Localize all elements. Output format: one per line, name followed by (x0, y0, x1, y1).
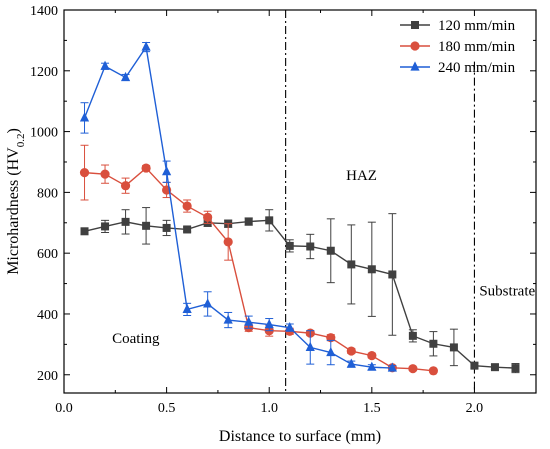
x-tick-label: 0.0 (55, 401, 73, 416)
y-tick-label: 200 (37, 369, 58, 384)
data-point-circle (182, 201, 192, 211)
y-axis-title-main: Microhardness (HV (5, 147, 22, 275)
series-triangle (79, 41, 397, 372)
data-point-circle (408, 364, 418, 374)
data-point-triangle (162, 166, 172, 176)
data-point-square (449, 343, 458, 352)
series-line (84, 219, 516, 369)
data-point-circle (203, 212, 213, 222)
legend: 120 mm/min 180 mm/min 240 mm/min (400, 18, 516, 76)
data-point-triangle (223, 314, 233, 324)
data-point-triangle (203, 298, 213, 308)
data-point-square (244, 217, 253, 226)
data-point-square (408, 331, 417, 340)
data-point-square (429, 339, 438, 348)
legend-label: 120 mm/min (438, 18, 516, 34)
data-point-triangle (79, 112, 90, 122)
data-point-triangle (141, 41, 151, 51)
data-point-triangle (285, 322, 295, 332)
x-tick-label: 2.0 (466, 401, 484, 416)
data-point-triangle (326, 346, 336, 357)
y-axis-title-close: ) (5, 128, 22, 133)
data-point-triangle (305, 341, 315, 352)
x-tick-label: 1.5 (363, 401, 381, 416)
data-point-square (265, 216, 274, 225)
data-point-circle (120, 181, 131, 191)
y-tick-label: 400 (37, 308, 58, 323)
data-point-circle (79, 168, 90, 178)
data-point-square (388, 270, 397, 279)
data-point-circle (141, 163, 151, 173)
plot-frame (63, 9, 537, 394)
data-point-square (285, 241, 294, 250)
x-tick-label: 1.0 (260, 401, 278, 416)
legend-label: 240 mm/min (438, 60, 516, 76)
data-series (79, 41, 520, 376)
x-axis-title: Distance to surface (mm) (219, 428, 381, 445)
data-point-square (121, 217, 130, 226)
y-tick-label: 1400 (30, 4, 58, 19)
data-point-circle (367, 351, 377, 361)
y-tick-label: 1200 (30, 65, 58, 80)
series-line (83, 45, 393, 369)
reference-lines (285, 10, 475, 393)
legend-label: 180 mm/min (438, 39, 516, 55)
data-point-square (101, 222, 110, 231)
y-axis-title-subscript: 0.2 (15, 134, 27, 148)
y-tick-label: 800 (37, 186, 58, 201)
data-point-triangle (264, 319, 274, 329)
data-point-triangle (367, 361, 377, 371)
data-point-square (347, 260, 356, 269)
y-tick-label: 1000 (30, 126, 58, 141)
data-point-square (326, 246, 335, 255)
data-point-circle (428, 366, 438, 376)
data-point-square (367, 265, 376, 274)
data-point-square (490, 363, 499, 372)
data-point-square (183, 225, 192, 234)
data-point-triangle (120, 71, 131, 82)
region-label: HAZ (346, 168, 377, 184)
data-point-triangle (244, 316, 254, 326)
data-point-square (306, 242, 315, 251)
series-square (80, 207, 520, 374)
data-point-square (162, 223, 171, 232)
data-point-circle (346, 346, 356, 356)
region-label: Coating (112, 331, 160, 347)
y-axis-title: Microhardness (HV0.2) (5, 128, 27, 275)
annotations: Coating HAZ Substrate (112, 168, 535, 347)
data-point-triangle (387, 362, 397, 372)
data-point-square (470, 361, 479, 370)
region-label: Substrate (479, 284, 535, 300)
data-point-triangle (346, 358, 356, 368)
axes: 0.0 0.5 1.0 1.5 2.0 200 400 600 800 1000 1200 1400 (30, 4, 537, 416)
data-point-triangle (182, 303, 192, 314)
data-point-square (80, 227, 89, 236)
x-tick-label: 0.5 (158, 401, 176, 416)
data-point-square (511, 364, 520, 373)
y-tick-label: 600 (37, 247, 58, 262)
data-point-circle (223, 237, 233, 247)
data-point-triangle (410, 61, 420, 71)
data-point-circle (410, 41, 420, 51)
data-point-square (142, 221, 151, 230)
data-point-circle (100, 169, 110, 179)
data-point-square (411, 21, 419, 29)
data-point-triangle (100, 60, 110, 70)
